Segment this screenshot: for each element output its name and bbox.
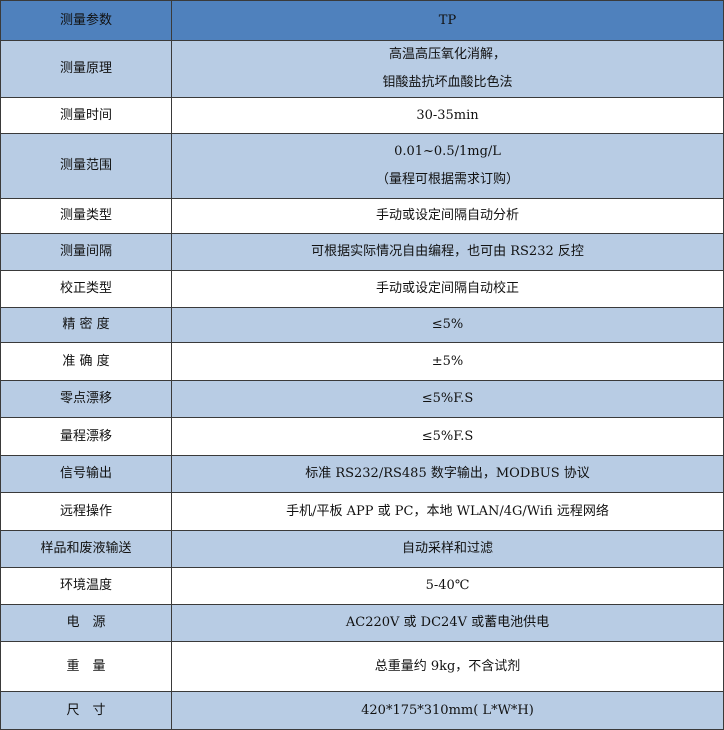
- param-name: 校正类型: [0, 270, 172, 308]
- param-value: 30-35min: [171, 97, 724, 134]
- value-line: 手动或设定间隔自动校正: [375, 281, 519, 296]
- param-name: 环境温度: [0, 567, 172, 605]
- table-row: 量程漂移 ≤5%F.S: [0, 417, 724, 456]
- value-line: 420*175*310mm( L*W*H): [361, 702, 534, 718]
- table-row: 校正类型 手动或设定间隔自动校正: [0, 270, 724, 308]
- table-row: 远程操作 手机/平板 APP 或 PC，本地 WLAN/4G/Wifi 远程网络: [0, 492, 724, 531]
- table-header-row: 测量参数 TP: [0, 0, 724, 41]
- value-line: 高温高压氧化消解，: [388, 47, 506, 62]
- table-row: 测量类型 手动或设定间隔自动分析: [0, 198, 724, 234]
- param-name: 测量类型: [0, 198, 172, 234]
- table-row: 信号输出 标准 RS232/RS485 数字输出，MODBUS 协议: [0, 455, 724, 493]
- value-line: ≤5%F.S: [421, 391, 474, 406]
- value-line: 0.01~0.5/1mg/L: [394, 144, 501, 159]
- param-value: 总重量约 9kg，不含试剂: [171, 641, 724, 692]
- param-name: 测量间隔: [0, 233, 172, 271]
- value-line: 标准 RS232/RS485 数字输出，MODBUS 协议: [305, 466, 590, 481]
- table-row: 重 量 总重量约 9kg，不含试剂: [0, 641, 724, 692]
- param-value: 手机/平板 APP 或 PC，本地 WLAN/4G/Wifi 远程网络: [171, 492, 724, 531]
- param-value: ≤5%F.S: [171, 380, 724, 418]
- table-row: 样品和废液输送 自动采样和过滤: [0, 530, 724, 568]
- param-name: 量程漂移: [0, 417, 172, 456]
- param-value: 可根据实际情况自由编程，也可由 RS232 反控: [171, 233, 724, 271]
- table-row: 尺 寸 420*175*310mm( L*W*H): [0, 691, 724, 730]
- value-line: AC220V 或 DC24V 或蓄电池供电: [345, 615, 550, 630]
- param-name: 精 密 度: [0, 307, 172, 343]
- param-name: 测量原理: [0, 40, 172, 98]
- param-name: 尺 寸: [0, 691, 172, 730]
- param-value: 420*175*310mm( L*W*H): [171, 691, 724, 730]
- value-line: ≤5%: [431, 317, 464, 332]
- table-row: 精 密 度 ≤5%: [0, 307, 724, 343]
- param-value: 5-40℃: [171, 567, 724, 605]
- value-line: 手机/平板 APP 或 PC，本地 WLAN/4G/Wifi 远程网络: [286, 503, 609, 519]
- param-name: 测量范围: [0, 133, 172, 199]
- value-line: 总重量约 9kg，不含试剂: [374, 658, 521, 674]
- value-line: 可根据实际情况自由编程，也可由 RS232 反控: [311, 244, 584, 259]
- header-value: TP: [171, 0, 724, 41]
- value-line: 5-40℃: [425, 578, 470, 593]
- param-value: ≤5%: [171, 307, 724, 343]
- param-name: 零点漂移: [0, 380, 172, 418]
- table-row: 准 确 度 ±5%: [0, 342, 724, 381]
- param-value: ±5%: [171, 342, 724, 381]
- table-row: 电 源 AC220V 或 DC24V 或蓄电池供电: [0, 604, 724, 642]
- value-line: 手动或设定间隔自动分析: [375, 208, 519, 223]
- table-row: 零点漂移 ≤5%F.S: [0, 380, 724, 418]
- param-name: 远程操作: [0, 492, 172, 531]
- value-line: 钼酸盐抗坏血酸比色法: [382, 75, 513, 90]
- table-row: 测量原理 高温高压氧化消解， 钼酸盐抗坏血酸比色法: [0, 40, 724, 98]
- param-name: 信号输出: [0, 455, 172, 493]
- param-value: 自动采样和过滤: [171, 530, 724, 568]
- table-row: 测量时间 30-35min: [0, 97, 724, 134]
- header-param: 测量参数: [0, 0, 172, 41]
- param-value: 0.01~0.5/1mg/L （量程可根据需求订购）: [171, 133, 724, 199]
- table-row: 测量范围 0.01~0.5/1mg/L （量程可根据需求订购）: [0, 133, 724, 199]
- param-name: 样品和废液输送: [0, 530, 172, 568]
- param-value: AC220V 或 DC24V 或蓄电池供电: [171, 604, 724, 642]
- param-name: 重 量: [0, 641, 172, 692]
- value-line: 30-35min: [416, 107, 479, 123]
- value-line: ±5%: [431, 353, 464, 369]
- value-line: 自动采样和过滤: [401, 541, 493, 556]
- param-value: 标准 RS232/RS485 数字输出，MODBUS 协议: [171, 455, 724, 493]
- param-value: 手动或设定间隔自动校正: [171, 270, 724, 308]
- value-line: （量程可根据需求订购）: [375, 172, 519, 187]
- table-row: 环境温度 5-40℃: [0, 567, 724, 605]
- param-value: 高温高压氧化消解， 钼酸盐抗坏血酸比色法: [171, 40, 724, 98]
- param-name: 测量时间: [0, 97, 172, 134]
- param-value: 手动或设定间隔自动分析: [171, 198, 724, 234]
- param-value: ≤5%F.S: [171, 417, 724, 456]
- param-name: 电 源: [0, 604, 172, 642]
- table-row: 测量间隔 可根据实际情况自由编程，也可由 RS232 反控: [0, 233, 724, 271]
- value-line: ≤5%F.S: [421, 428, 474, 444]
- param-name: 准 确 度: [0, 342, 172, 381]
